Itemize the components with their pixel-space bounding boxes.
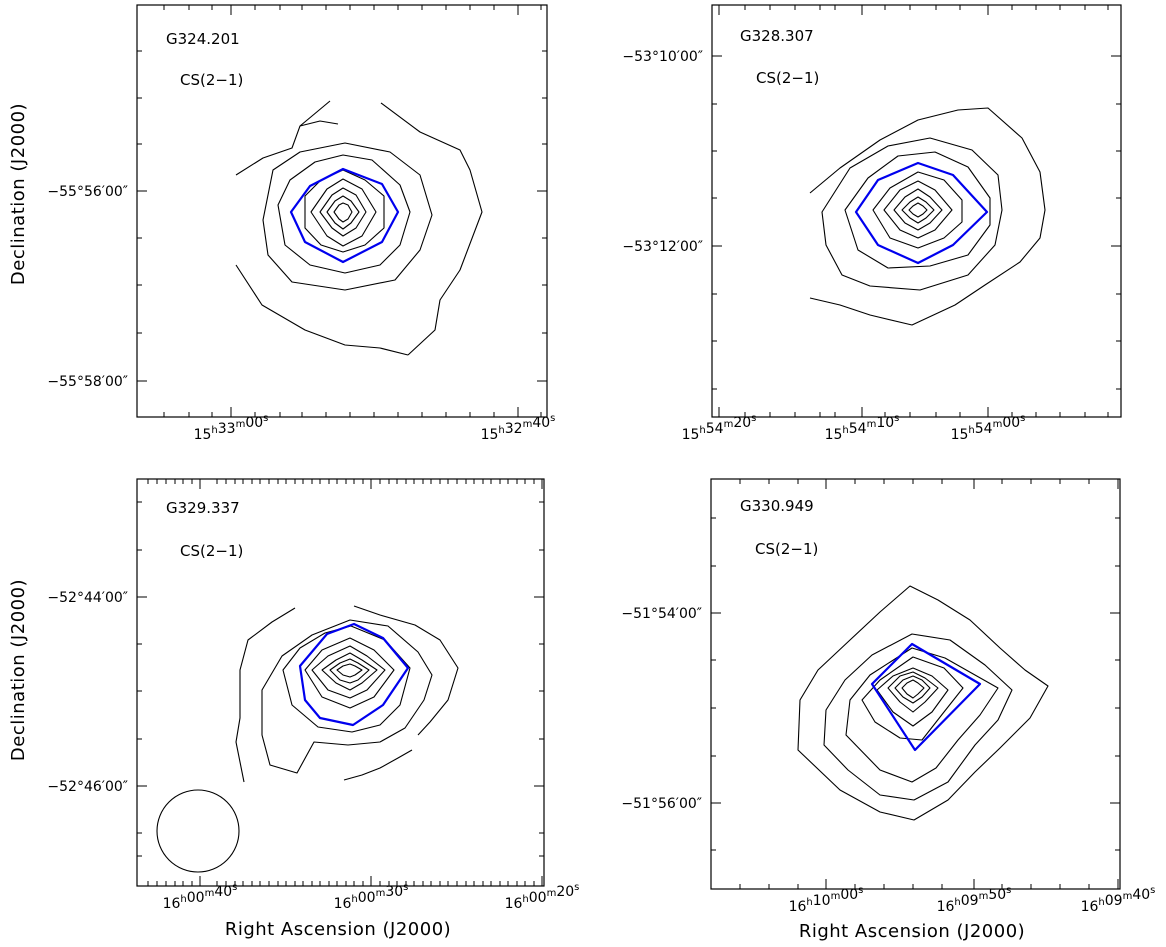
y-tick-label: −51°56′00″ [621,796,702,812]
contour-line [353,605,459,736]
contour-line [845,647,999,783]
x-tick-label: 15h32m40s [481,413,556,443]
contour-line [883,180,953,239]
source-name: G330.949 [740,497,814,515]
x-tick-label: 16h10m00s [789,885,864,915]
source-name: G324.201 [166,30,240,48]
panel-frame [710,478,1121,890]
panel-2: 15h54m20s 15h54m10s 15h54m00s −53°10′00″ −53… [622,4,1122,443]
line-label: CS(2−1) [756,69,819,87]
x-tick-label: 16h00m20s [505,882,580,912]
x-tick-label: 16h09m50s [937,885,1012,915]
contour-line [299,120,339,127]
contour-line [872,171,963,249]
contour-line [901,679,925,699]
contour-line [282,625,411,733]
panel-1: 15h33m00s 15h32m40s −55°56′00″ −55°58′00″ G3… [8,4,556,443]
contour-line [261,619,433,774]
y-tick-label: −53°10′00″ [622,49,703,65]
contour-line [310,178,377,247]
contour-line [311,645,386,699]
contour-line [235,264,409,356]
half-max-contour [870,642,982,752]
contour-line [797,585,1049,821]
panel-frame [136,4,548,418]
line-label: CS(2−1) [180,542,243,560]
contour-line [894,675,931,704]
line-label: CS(2−1) [755,540,818,558]
contour-line [321,652,378,691]
contour-line [844,151,991,269]
panel-frame [136,478,545,887]
panel-4: 16h10m00s 16h09m50s 16h09m40s −51°54′00″ −51… [621,478,1156,942]
half-max-contour [854,161,989,265]
half-max-contour [289,167,400,264]
x-axis-title: Right Ascension (J2000) [225,919,451,940]
y-tick-label: −52°44′00″ [47,590,128,606]
x-tick-label: 16h09m40s [1081,885,1156,915]
x-tick-label: 15h54m10s [825,413,900,443]
contour-line [893,188,943,231]
contour-line [336,663,363,678]
y-tick-label: −53°12′00″ [622,239,703,255]
contour-line [319,187,367,237]
y-tick-label: −55°56′00″ [47,184,128,200]
contour-line [333,202,353,223]
y-axis-title: Declination (J2000) [8,103,29,285]
contour-line [235,100,483,356]
panel-3: 16h00m40s 16h00m30s 16h00m20s −52°44′00″ −52… [8,478,580,940]
x-tick-label: 16h00m30s [334,882,409,912]
contour-line [901,196,935,224]
contour-line [876,667,949,727]
contour-line [887,671,939,713]
y-tick-label: −55°58′00″ [47,374,128,390]
contour-line [304,637,395,709]
contour-line [235,607,296,783]
line-label: CS(2−1) [180,71,243,89]
y-tick-label: −52°46′00″ [47,779,128,795]
contour-line [326,195,360,230]
contour-line [329,658,370,684]
y-tick-label: −51°54′00″ [621,606,702,622]
source-name: G329.337 [166,499,240,517]
contour-line [262,142,433,291]
panel-frame [711,4,1122,418]
contour-line [821,137,1003,291]
contour-line [823,633,1013,801]
contour-line [277,154,411,274]
beam-ellipse [156,789,240,873]
half-max-contour [298,622,410,727]
contour-line [343,749,413,781]
x-tick-label: 15h33m00s [194,413,269,443]
y-axis-title: Declination (J2000) [8,579,29,761]
x-tick-label: 15h54m00s [951,413,1026,443]
contour-line [908,202,928,218]
source-name: G328.307 [740,27,814,45]
contour-line [809,107,1046,326]
x-tick-label: 16h00m40s [163,882,238,912]
contour-line [861,656,964,741]
x-tick-label: 15h54m20s [682,413,757,443]
x-axis-title: Right Ascension (J2000) [799,921,1025,942]
